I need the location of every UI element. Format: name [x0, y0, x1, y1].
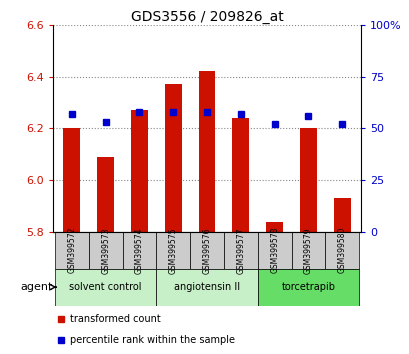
Text: GSM399573: GSM399573 [101, 227, 110, 274]
Text: angiotensin II: angiotensin II [173, 282, 240, 292]
Bar [97, 157, 114, 232]
Title: GDS3556 / 209826_at: GDS3556 / 209826_at [130, 10, 283, 24]
Bar [265, 222, 282, 232]
Bar [156, 269, 257, 306]
Text: agent: agent [20, 282, 53, 292]
Text: transformed count: transformed count [70, 314, 161, 324]
Bar [55, 232, 89, 269]
Text: GSM399575: GSM399575 [169, 227, 178, 274]
Bar [55, 269, 156, 306]
Text: GSM399577: GSM399577 [236, 227, 245, 274]
Bar [291, 232, 324, 269]
Text: torcetrapib: torcetrapib [281, 282, 335, 292]
Bar [131, 110, 148, 232]
Text: GSM399578: GSM399578 [270, 227, 279, 274]
Bar [156, 232, 190, 269]
Bar [223, 232, 257, 269]
Bar [333, 198, 350, 232]
Text: percentile rank within the sample: percentile rank within the sample [70, 335, 235, 345]
Bar [232, 118, 249, 232]
Bar [257, 269, 358, 306]
Bar [299, 128, 316, 232]
Bar [164, 84, 181, 232]
Bar [89, 232, 122, 269]
Text: solvent control: solvent control [69, 282, 142, 292]
Text: GSM399579: GSM399579 [303, 227, 312, 274]
Bar [324, 232, 358, 269]
Bar [122, 232, 156, 269]
Bar [63, 128, 80, 232]
Text: GSM399576: GSM399576 [202, 227, 211, 274]
Text: GSM399572: GSM399572 [67, 227, 76, 274]
Bar [257, 232, 291, 269]
Text: GSM399574: GSM399574 [135, 227, 144, 274]
Bar [198, 72, 215, 232]
Text: GSM399580: GSM399580 [337, 227, 346, 274]
Bar [190, 232, 223, 269]
